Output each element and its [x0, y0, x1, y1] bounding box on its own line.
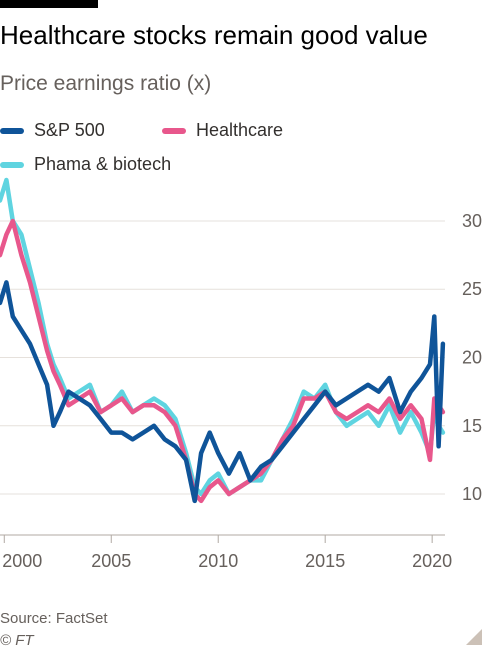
x-tick-label-2005: 2005: [91, 551, 131, 571]
source-note: Source: FactSet: [0, 610, 108, 627]
x-tick-label-2020: 2020: [412, 551, 452, 571]
y-tick-label-15: 15: [462, 416, 482, 436]
legend-swatch-healthcare: [162, 127, 186, 134]
x-tick-label-2010: 2010: [198, 551, 238, 571]
legend-label-sp500: S&P 500: [34, 120, 105, 140]
legend-label-pharma: Phama & biotech: [34, 154, 172, 174]
legend-label-healthcare: Healthcare: [196, 120, 284, 140]
y-tick-label-10: 10: [462, 484, 482, 504]
legend-item-pharma: Phama & biotech: [0, 154, 171, 175]
series-line-s-p-500: [0, 280, 446, 504]
series-line-phama-biotech: [0, 177, 446, 497]
chart-subtitle: Price earnings ratio (x): [0, 72, 212, 95]
x-tick-label-2015: 2015: [305, 551, 345, 571]
chart-title: Healthcare stocks remain good value: [0, 20, 428, 50]
y-tick-label-30: 30: [462, 211, 482, 231]
x-tick-label-2000: 2000: [2, 551, 42, 571]
y-tick-label-20: 20: [462, 348, 482, 368]
legend-item-healthcare: Healthcare: [162, 120, 283, 141]
legend-swatch-pharma: [0, 161, 24, 168]
legend-swatch-sp500: [0, 127, 24, 134]
y-tick-label-25: 25: [462, 279, 482, 299]
top-rule: [0, 0, 98, 8]
legend-item-sp500: S&P 500: [0, 120, 105, 141]
legend: S&P 500 Healthcare Phama & biotech: [0, 120, 490, 180]
series-line-healthcare: [0, 218, 446, 504]
copyright-note: © FT: [0, 632, 34, 649]
corner-fold-icon: [466, 629, 482, 645]
